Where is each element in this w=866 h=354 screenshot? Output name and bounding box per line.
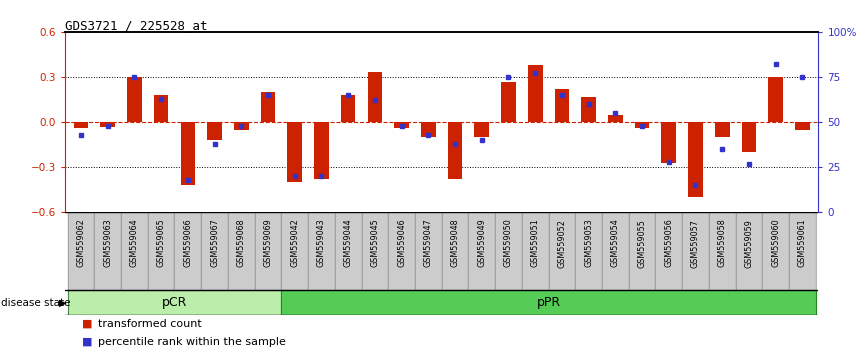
Text: GSM559069: GSM559069	[263, 219, 273, 267]
Bar	[180, 122, 195, 185]
Text: GSM559056: GSM559056	[664, 219, 673, 267]
Text: GSM559047: GSM559047	[423, 219, 433, 267]
Text: GSM559043: GSM559043	[317, 219, 326, 267]
Text: transformed count: transformed count	[98, 319, 202, 329]
Text: ▶: ▶	[59, 298, 67, 308]
Bar	[795, 122, 810, 130]
Text: GSM559051: GSM559051	[531, 219, 540, 267]
Bar	[527, 65, 542, 122]
Bar	[548, 212, 575, 290]
Text: GSM559057: GSM559057	[691, 219, 700, 268]
Text: GSM559068: GSM559068	[236, 219, 246, 267]
Bar	[421, 122, 436, 137]
Bar	[709, 212, 735, 290]
Bar	[762, 212, 789, 290]
Bar	[154, 95, 169, 122]
Text: GSM559059: GSM559059	[745, 219, 753, 268]
Bar	[469, 212, 495, 290]
Text: pPR: pPR	[536, 296, 560, 309]
Bar	[554, 89, 569, 122]
Bar	[100, 122, 115, 127]
Bar	[475, 122, 489, 137]
Bar	[575, 212, 602, 290]
Text: GSM559058: GSM559058	[718, 219, 727, 267]
Text: percentile rank within the sample: percentile rank within the sample	[98, 337, 286, 347]
Bar	[602, 212, 629, 290]
Bar	[608, 115, 623, 122]
Bar	[281, 212, 308, 290]
Bar	[741, 122, 756, 152]
Bar	[335, 212, 361, 290]
Text: disease state: disease state	[1, 298, 70, 308]
Bar	[68, 290, 281, 315]
Bar	[288, 122, 302, 182]
Text: GDS3721 / 225528_at: GDS3721 / 225528_at	[65, 19, 208, 32]
Text: GSM559042: GSM559042	[290, 219, 300, 267]
Bar	[261, 92, 275, 122]
Bar	[367, 73, 382, 122]
Bar	[714, 122, 729, 137]
Bar	[68, 212, 94, 290]
Text: GSM559062: GSM559062	[76, 219, 86, 267]
Bar	[148, 212, 174, 290]
Text: GSM559067: GSM559067	[210, 219, 219, 267]
Text: GSM559046: GSM559046	[397, 219, 406, 267]
Text: ■: ■	[82, 319, 93, 329]
Bar	[629, 212, 656, 290]
Bar	[394, 122, 409, 128]
Text: GSM559065: GSM559065	[157, 219, 165, 267]
Text: GSM559045: GSM559045	[371, 219, 379, 267]
Bar	[662, 122, 676, 163]
Bar	[388, 212, 415, 290]
Bar	[688, 122, 703, 198]
Text: GSM559060: GSM559060	[771, 219, 780, 267]
Bar	[255, 212, 281, 290]
Bar	[581, 97, 596, 122]
Bar	[361, 212, 388, 290]
Bar	[74, 122, 88, 128]
Text: GSM559050: GSM559050	[504, 219, 513, 267]
Bar	[768, 77, 783, 122]
Bar	[201, 212, 228, 290]
Text: pCR: pCR	[162, 296, 187, 309]
Bar	[228, 212, 255, 290]
Text: GSM559053: GSM559053	[584, 219, 593, 267]
Bar	[495, 212, 522, 290]
Bar	[127, 77, 142, 122]
Bar	[656, 212, 682, 290]
Bar	[501, 81, 516, 122]
Text: GSM559063: GSM559063	[103, 219, 113, 267]
Text: GSM559054: GSM559054	[611, 219, 620, 267]
Text: GSM559061: GSM559061	[798, 219, 807, 267]
Bar	[442, 212, 469, 290]
Bar	[308, 212, 335, 290]
Text: GSM559055: GSM559055	[637, 219, 647, 268]
Text: GSM559064: GSM559064	[130, 219, 139, 267]
Bar	[281, 290, 816, 315]
Bar	[341, 95, 356, 122]
Bar	[207, 122, 222, 140]
Bar	[522, 212, 548, 290]
Bar	[635, 122, 650, 128]
Text: GSM559044: GSM559044	[344, 219, 352, 267]
Bar	[121, 212, 148, 290]
Text: GSM559052: GSM559052	[558, 219, 566, 268]
Bar	[682, 212, 709, 290]
Text: GSM559048: GSM559048	[450, 219, 460, 267]
Bar	[234, 122, 249, 130]
Text: ■: ■	[82, 337, 93, 347]
Bar	[314, 122, 329, 179]
Bar	[789, 212, 816, 290]
Text: GSM559066: GSM559066	[184, 219, 192, 267]
Text: GSM559049: GSM559049	[477, 219, 486, 267]
Bar	[94, 212, 121, 290]
Bar	[415, 212, 442, 290]
Bar	[448, 122, 462, 179]
Bar	[174, 212, 201, 290]
Bar	[735, 212, 762, 290]
